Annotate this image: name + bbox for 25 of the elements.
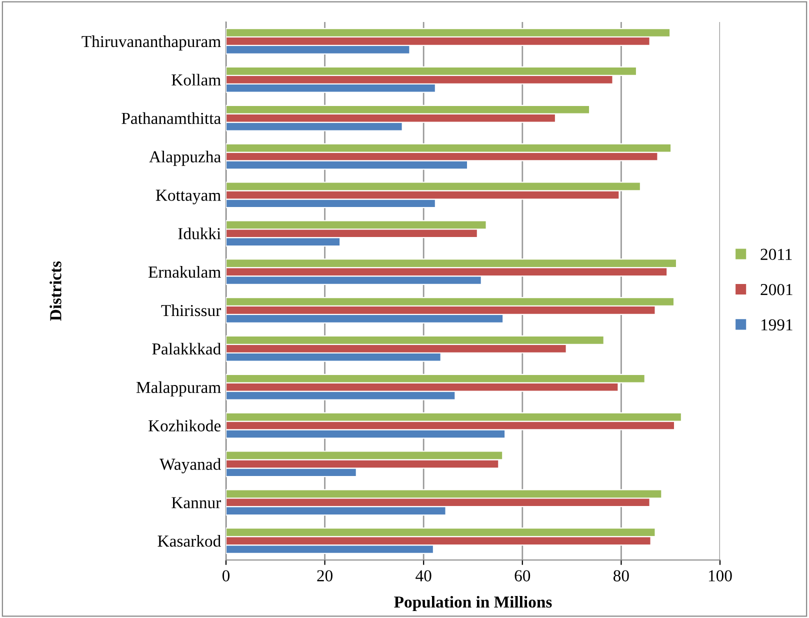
y-tick-label: Wayanad	[160, 458, 221, 474]
x-tick-label: 0	[222, 570, 230, 582]
legend-label: 2011	[760, 248, 792, 260]
y-tick-label: Pathanamthitta	[122, 112, 221, 124]
legend-label: 1991	[761, 319, 792, 330]
y-tick-label: Thiruvananthapuram	[82, 35, 221, 51]
y-tick-label: Kozhikode	[148, 420, 221, 432]
y-tick-label: Thirissur	[161, 304, 221, 316]
legend-label: 2001	[760, 284, 792, 296]
y-tick-label: Kollam	[172, 74, 221, 86]
y-tick-label: Ernakulam	[148, 266, 221, 278]
y-tick-label: Kannur	[172, 497, 221, 508]
x-axis-title: Population in Millions	[394, 596, 552, 612]
y-tick-label: Idukki	[178, 228, 221, 240]
y-axis-title: Districts	[50, 261, 62, 321]
x-tick-label: 80	[614, 570, 629, 582]
x-tick-label: 40	[416, 570, 432, 582]
y-tick-label: Alappuzha	[149, 150, 221, 166]
y-tick-label: Kasarkod	[158, 535, 221, 547]
x-tick-label: 60	[514, 570, 530, 582]
y-tick-label: Palakkkad	[152, 342, 221, 355]
y-tick-label: Kottayam	[156, 190, 221, 204]
x-tick-label: 100	[708, 570, 732, 582]
y-tick-label: Malappuram	[136, 381, 221, 396]
x-tick-label: 20	[317, 570, 332, 582]
